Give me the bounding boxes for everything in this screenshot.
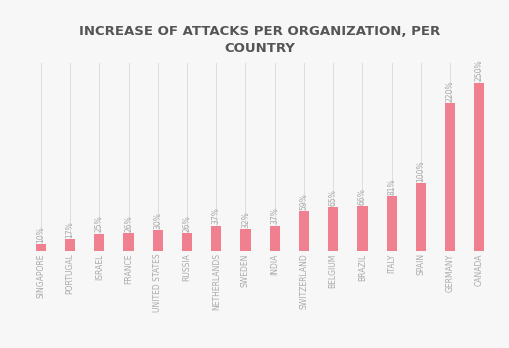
Bar: [298, 211, 308, 251]
Text: 30%: 30%: [153, 212, 162, 229]
Text: 37%: 37%: [270, 207, 278, 224]
Text: 26%: 26%: [124, 215, 133, 232]
Text: 250%: 250%: [474, 60, 483, 81]
Bar: [152, 230, 162, 251]
Text: 37%: 37%: [211, 207, 220, 224]
Bar: [94, 234, 104, 251]
Bar: [415, 183, 425, 251]
Bar: [327, 207, 337, 251]
Bar: [123, 233, 133, 251]
Bar: [444, 103, 455, 251]
Bar: [473, 83, 484, 251]
Text: 100%: 100%: [415, 160, 425, 182]
Text: 25%: 25%: [95, 216, 104, 232]
Title: INCREASE OF ATTACKS PER ORGANIZATION, PER
COUNTRY: INCREASE OF ATTACKS PER ORGANIZATION, PE…: [79, 24, 440, 55]
Bar: [211, 226, 221, 251]
Bar: [65, 239, 75, 251]
Text: 17%: 17%: [66, 221, 74, 238]
Bar: [269, 226, 279, 251]
Bar: [240, 229, 250, 251]
Text: 81%: 81%: [386, 178, 395, 195]
Bar: [386, 196, 396, 251]
Bar: [182, 233, 192, 251]
Text: 65%: 65%: [328, 189, 337, 206]
Text: 32%: 32%: [241, 211, 249, 228]
Text: 220%: 220%: [445, 80, 454, 102]
Bar: [357, 206, 367, 251]
Text: 59%: 59%: [299, 193, 308, 209]
Bar: [36, 244, 46, 251]
Text: 26%: 26%: [182, 215, 191, 232]
Text: 10%: 10%: [36, 226, 45, 243]
Text: 66%: 66%: [357, 188, 366, 205]
